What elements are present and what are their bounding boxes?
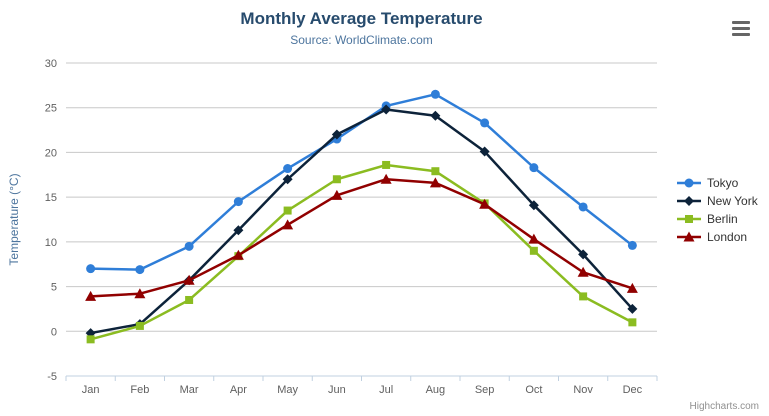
legend-square-icon — [677, 215, 701, 223]
series-marker-new-york[interactable] — [627, 303, 638, 314]
series-marker-tokyo[interactable] — [283, 164, 293, 174]
legend-item-label: Berlin — [707, 212, 738, 226]
series-marker-berlin[interactable] — [185, 295, 194, 304]
y-axis-label: 20 — [45, 147, 57, 159]
series-marker-new-york[interactable] — [233, 225, 244, 236]
series-marker-tokyo[interactable] — [86, 264, 96, 274]
legend-item-berlin[interactable]: Berlin — [676, 210, 758, 228]
x-axis-label: Jan — [82, 384, 100, 396]
legend-item-tokyo[interactable]: Tokyo — [676, 174, 758, 192]
series-marker-london[interactable] — [282, 219, 294, 230]
x-axis-label: Dec — [623, 384, 643, 396]
series-marker-berlin[interactable] — [283, 206, 292, 215]
x-axis-label: Jun — [328, 384, 346, 396]
series-marker-tokyo[interactable] — [430, 89, 440, 99]
series-line-new-york[interactable] — [89, 108, 634, 335]
x-axis-label: Feb — [130, 384, 149, 396]
series-marker-berlin[interactable] — [529, 246, 538, 255]
chart-title: Monthly Average Temperature — [240, 9, 483, 28]
hamburger-icon — [732, 33, 750, 36]
series-marker-new-york[interactable] — [282, 174, 293, 185]
legend-marker-tokyo — [684, 178, 694, 188]
legend-triangle-icon — [677, 231, 701, 242]
series-marker-london[interactable] — [134, 288, 146, 299]
series-marker-berlin[interactable] — [579, 292, 588, 301]
series-marker-london[interactable] — [577, 266, 589, 277]
series-marker-berlin[interactable] — [431, 167, 440, 176]
x-axis-label: Sep — [475, 384, 495, 396]
legend-item-london[interactable]: London — [676, 228, 758, 246]
series-marker-berlin[interactable] — [135, 321, 144, 330]
series-marker-new-york[interactable] — [578, 249, 589, 260]
series-marker-london[interactable] — [626, 282, 638, 293]
series-marker-tokyo[interactable] — [135, 265, 145, 275]
legend-marker-berlin — [685, 215, 693, 223]
series-marker-berlin[interactable] — [332, 175, 341, 184]
series-marker-new-york[interactable] — [479, 146, 490, 157]
series-marker-london[interactable] — [232, 249, 244, 260]
y-axis-label: 5 — [51, 282, 57, 294]
y-axis-title: Temperature (°C) — [7, 173, 21, 265]
series-marker-london[interactable] — [85, 290, 97, 301]
y-axis-label: 30 — [45, 58, 57, 70]
x-axis-label: Oct — [525, 384, 542, 396]
series-marker-new-york[interactable] — [381, 104, 392, 115]
hamburger-icon — [732, 21, 750, 24]
series-marker-berlin[interactable] — [628, 318, 637, 327]
legend-item-label: London — [707, 230, 748, 244]
chart-subtitle: Source: WorldClimate.com — [290, 33, 433, 47]
legend-item-label: New York — [707, 194, 758, 208]
series-marker-tokyo[interactable] — [529, 163, 539, 173]
legend-diamond-icon — [677, 196, 701, 206]
series-marker-tokyo[interactable] — [233, 197, 243, 207]
export-menu-button[interactable] — [732, 21, 750, 36]
series-marker-new-york[interactable] — [528, 200, 539, 211]
y-axis-label: 25 — [45, 103, 57, 115]
x-axis-label: Apr — [230, 384, 247, 396]
legend-marker-london — [683, 231, 695, 242]
x-axis-label: Aug — [426, 384, 446, 396]
x-axis-label: Nov — [573, 384, 593, 396]
highcharts-credit[interactable]: Highcharts.com — [689, 401, 759, 412]
series-line-tokyo[interactable] — [89, 93, 634, 271]
y-axis-label: -5 — [47, 371, 57, 383]
series-marker-london[interactable] — [183, 274, 195, 285]
x-axis-label: May — [277, 384, 298, 396]
legend-circle-icon — [677, 178, 701, 188]
hamburger-icon — [732, 27, 750, 30]
series-marker-london[interactable] — [429, 177, 441, 188]
series-marker-tokyo[interactable] — [480, 118, 490, 128]
series-line-london[interactable] — [89, 178, 634, 298]
series-marker-london[interactable] — [479, 198, 491, 209]
series-marker-tokyo[interactable] — [578, 202, 588, 212]
y-axis-label: 15 — [45, 192, 57, 204]
series-marker-tokyo[interactable] — [627, 240, 637, 250]
series-marker-london[interactable] — [331, 189, 343, 200]
series-marker-new-york[interactable] — [331, 129, 342, 140]
series-marker-london[interactable] — [528, 233, 540, 244]
y-axis-label: 10 — [45, 237, 57, 249]
legend-item-label: Tokyo — [707, 176, 739, 190]
y-axis-label: 0 — [51, 326, 57, 338]
series-marker-berlin[interactable] — [382, 160, 391, 169]
legend: Tokyo New York Berlin London — [676, 174, 758, 246]
legend-marker-new-york — [684, 196, 694, 206]
series-marker-london[interactable] — [380, 173, 392, 184]
legend-item-new-york[interactable]: New York — [676, 192, 758, 210]
series-marker-tokyo[interactable] — [184, 241, 194, 251]
series-line-berlin[interactable] — [89, 163, 634, 341]
x-axis-label: Jul — [379, 384, 393, 396]
x-axis-label: Mar — [180, 384, 199, 396]
series-marker-new-york[interactable] — [430, 110, 441, 121]
series-marker-berlin[interactable] — [86, 335, 95, 344]
